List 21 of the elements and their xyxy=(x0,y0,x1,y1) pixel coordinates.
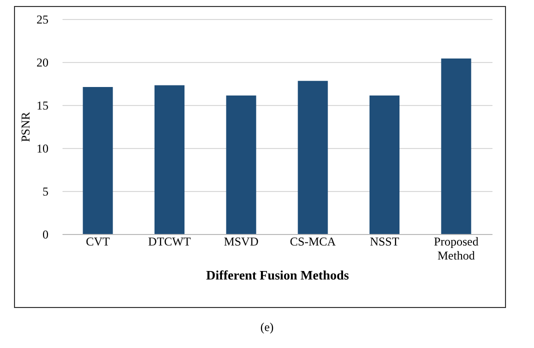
y-tick-label: 0 xyxy=(42,228,48,242)
bar xyxy=(298,80,328,234)
bar xyxy=(370,96,400,234)
y-tick-label: 5 xyxy=(42,184,48,198)
y-tick-label: 20 xyxy=(36,56,48,70)
y-tick-label: 15 xyxy=(36,98,48,112)
x-tick-label: DTCWT xyxy=(148,234,192,248)
bar xyxy=(226,96,256,234)
bar xyxy=(154,85,184,234)
x-tick-label: CS-MCA xyxy=(290,234,336,248)
y-axis-title: PSNR xyxy=(18,112,32,142)
y-tick-label: 10 xyxy=(36,142,48,156)
x-tick-label: MSVD xyxy=(224,234,259,248)
y-tick-label: 25 xyxy=(36,12,48,26)
bar xyxy=(441,58,472,234)
x-axis-title: Different Fusion Methods xyxy=(206,268,349,282)
x-tick-label: Proposed Method xyxy=(434,234,479,262)
x-tick-label: NSST xyxy=(370,234,400,248)
text: (e) xyxy=(259,320,275,335)
x-tick-label: CVT xyxy=(86,234,111,248)
bar xyxy=(82,86,113,234)
